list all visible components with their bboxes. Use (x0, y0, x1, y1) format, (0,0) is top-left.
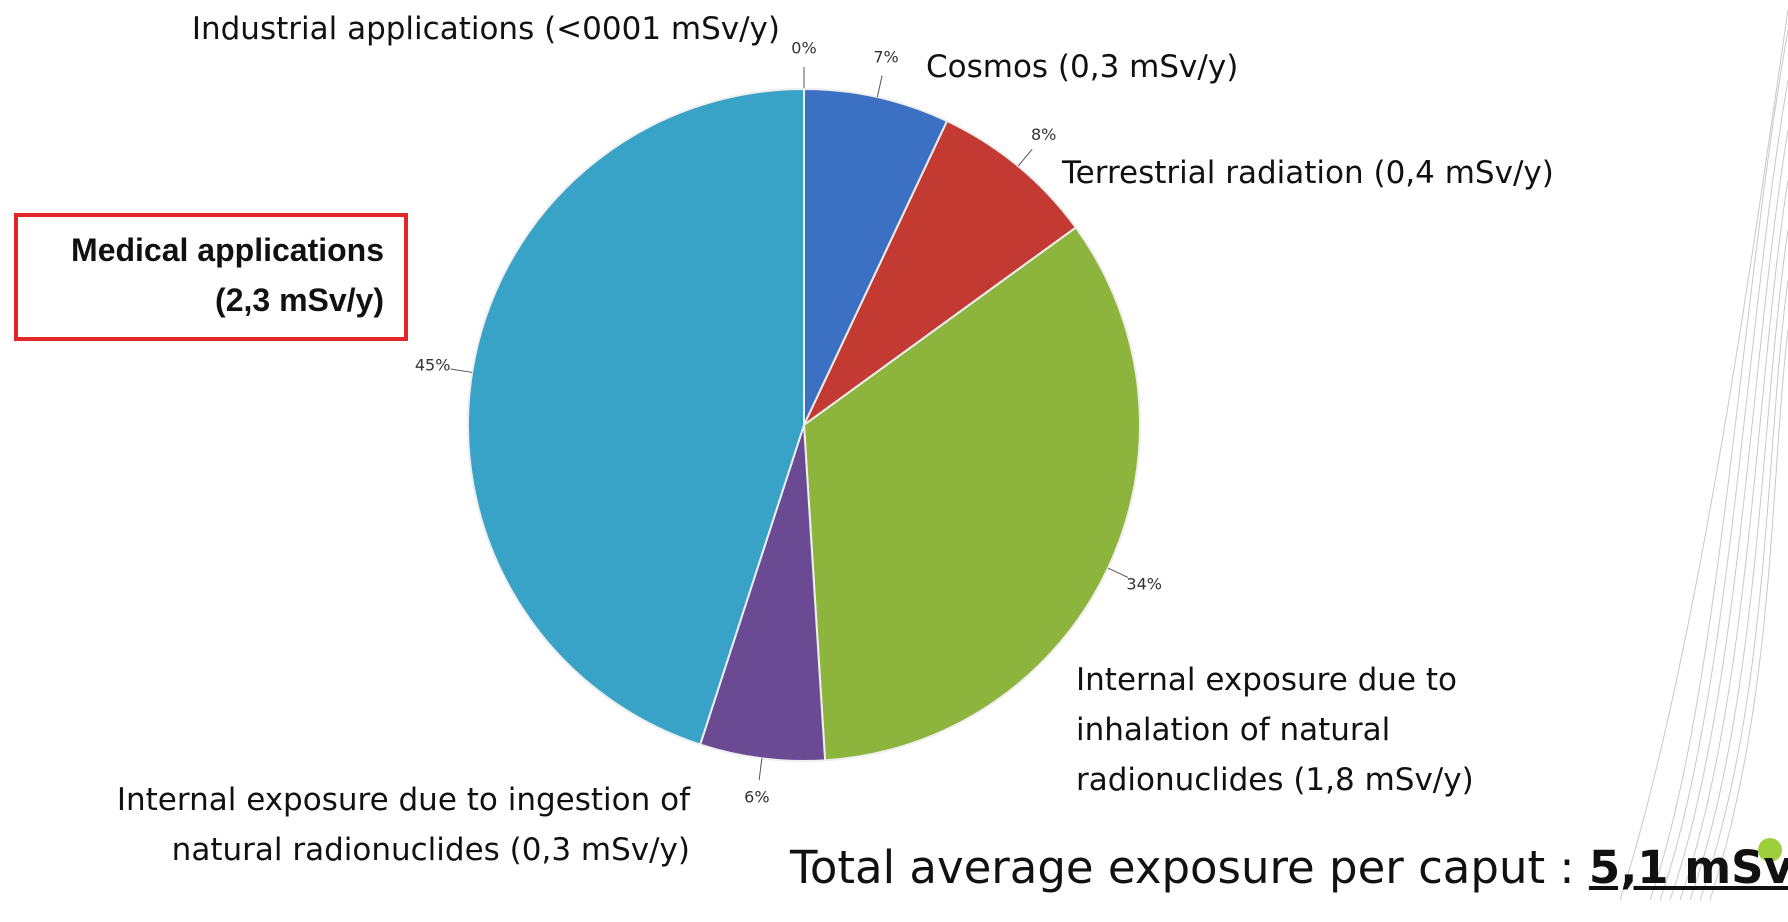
leader-line (758, 758, 763, 781)
total-value: 5,1 mSv/y (1588, 841, 1788, 894)
pie-slice (466, 87, 805, 746)
pie-slice (802, 226, 1141, 762)
decoration-dot (1758, 838, 1782, 862)
percent-label: 8% (1031, 125, 1056, 144)
label-cosmos: Cosmos (0,3 mSv/y) (926, 49, 1239, 85)
percent-label: 34% (1126, 575, 1162, 594)
label-industrial: Industrial applications (<0001 mSv/y) (191, 11, 780, 47)
leader-line (876, 75, 883, 98)
percent-label: 6% (744, 788, 769, 807)
percent-label: 7% (873, 48, 898, 67)
label-ingestion: Internal exposure due to ingestion of na… (116, 782, 690, 868)
label-inhalation: Internal exposure due to inhalation of n… (1076, 662, 1474, 798)
label-medical: Medical applications (2,3 mSv/y) (14, 213, 408, 341)
leader-line (1107, 567, 1129, 578)
total: Total average exposure per caput : 5,1 m… (790, 838, 1788, 898)
leader-line (450, 368, 473, 373)
decoration (1619, 9, 1788, 901)
percent-label: 45% (415, 356, 451, 375)
total-label: Total average exposure per caput : (790, 841, 1589, 894)
leader-line (1017, 148, 1033, 167)
pie-slice (698, 424, 827, 762)
percent-label: 0% (791, 39, 816, 58)
label-terrestrial: Terrestrial radiation (0,4 mSv/y) (1062, 155, 1554, 191)
